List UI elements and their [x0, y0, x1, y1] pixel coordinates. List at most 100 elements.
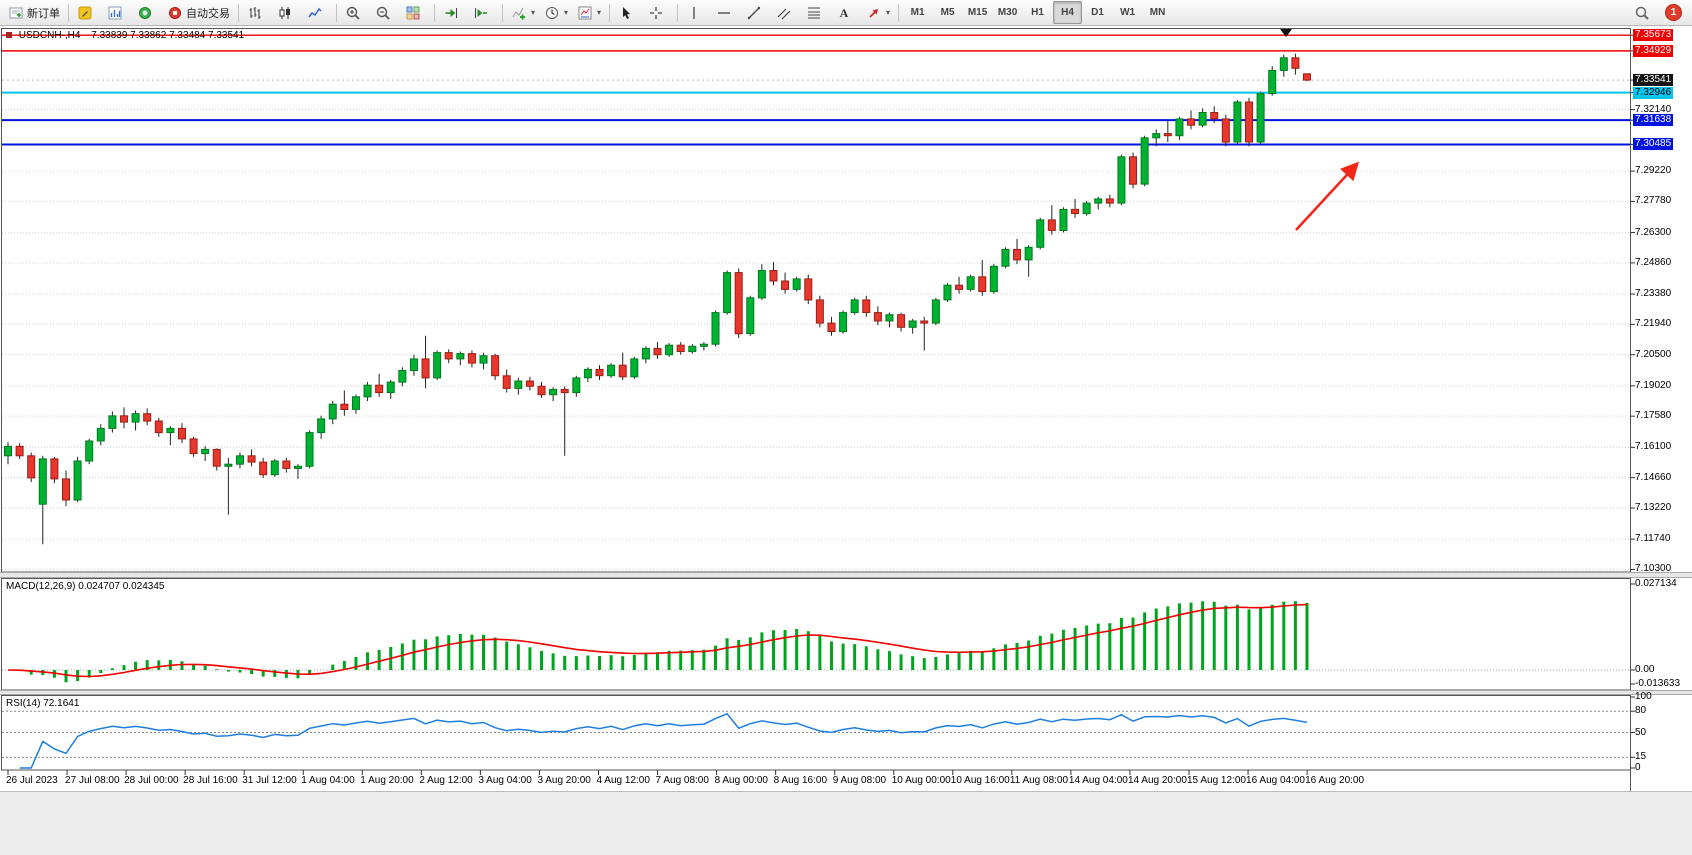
linechart-icon: [307, 5, 323, 21]
arrows-button[interactable]: ▾: [862, 1, 894, 24]
search-icon: [1634, 5, 1650, 21]
rsi-levels: [2, 710, 1630, 758]
chevron-down-icon: ▾: [531, 8, 536, 17]
macd-histogram: [18, 601, 1309, 683]
time-axis-label: 3 Aug 04:00: [478, 775, 532, 786]
timeframe-button-m5[interactable]: M5: [940, 7, 955, 18]
bar-chart-button[interactable]: [243, 1, 272, 24]
line-chart-button[interactable]: [303, 1, 332, 24]
new-order-button-label: 新订单: [27, 7, 60, 20]
channel-button[interactable]: [772, 1, 801, 24]
price-axis-label: 7.13220: [1635, 501, 1672, 513]
bars-icon: [247, 5, 263, 21]
fibo-icon: [806, 5, 822, 21]
trendline-button[interactable]: [742, 1, 771, 24]
timeframe-button-w1[interactable]: W1: [1120, 7, 1136, 18]
template-icon: [577, 5, 593, 21]
panel-splitter-macd[interactable]: [0, 572, 1692, 578]
price-axis-label: 7.23380: [1635, 288, 1672, 300]
toolbar-separator: [336, 3, 337, 22]
chart-window: USDCNH-,H4 7.33839 7.33862 7.33484 7.335…: [0, 26, 1692, 792]
horizontal-lines: [2, 34, 1630, 146]
zoom-in-button[interactable]: [341, 1, 370, 24]
text-button[interactable]: A: [832, 1, 861, 24]
search-button[interactable]: [1630, 1, 1659, 24]
candlestick-chart-button[interactable]: [273, 1, 302, 24]
time-axis-label: 10 Aug 16:00: [950, 775, 1010, 786]
chart-shift-button[interactable]: [469, 1, 498, 24]
autotrading-button-label: 自动交易: [186, 7, 230, 20]
price-axis-label: 7.32140: [1635, 103, 1672, 115]
price-axis-label: 7.19020: [1635, 379, 1672, 391]
autoscroll-icon: [443, 5, 459, 21]
hline-price-tag: 7.31638: [1633, 114, 1674, 127]
data-window-button[interactable]: [133, 1, 162, 24]
crosshair-button[interactable]: [644, 1, 673, 24]
arrow-annotation[interactable]: [1295, 161, 1360, 231]
timeframe-button-mn[interactable]: MN: [1149, 7, 1166, 18]
time-axis-label: 15 Aug 12:00: [1187, 775, 1246, 786]
symbol-marker-icon: [6, 32, 12, 38]
timeframe-button-m15[interactable]: M15: [967, 7, 988, 18]
rsi-axis-label: 50: [1635, 726, 1647, 738]
horizontal-line-button[interactable]: [712, 1, 741, 24]
zoom-out-button[interactable]: [371, 1, 400, 24]
zoom-in-icon: [345, 5, 361, 21]
price-axis-label: 7.10300: [1635, 563, 1672, 575]
price-axis-label: 7.26300: [1635, 226, 1672, 238]
toolbar-separator: [898, 3, 900, 22]
timeframe-button-h1[interactable]: H1: [1031, 7, 1044, 18]
indicators-icon: [511, 5, 527, 21]
time-axis-label: 9 Aug 08:00: [832, 775, 887, 786]
time-axis-label: 31 Jul 12:00: [242, 775, 297, 786]
toolbar-separator: [609, 3, 611, 22]
price-axis[interactable]: 7.35673 7.34929 7.33541 7.32946 7.32140 7.316…: [1631, 26, 1692, 792]
cursor-button[interactable]: [614, 1, 643, 24]
chart-canvas[interactable]: [0, 26, 1692, 792]
editor-icon: [77, 5, 93, 21]
auto-scroll-button[interactable]: [439, 1, 468, 24]
autotrading-button[interactable]: 自动交易: [163, 1, 234, 24]
toolbar-separator: [502, 3, 503, 22]
toolbar-buttons: 新订单 自动交易 ▾ ▾ ▾ A ▾ M1 M5 M15 M30 H1 H4 D1 W1 MN: [4, 1, 1172, 24]
time-axis-label: 8 Aug 16:00: [773, 775, 828, 786]
fibonacci-button[interactable]: [802, 1, 831, 24]
time-axis-label: 11 Aug 08:00: [1009, 775, 1069, 786]
chart-window-button[interactable]: [103, 1, 132, 24]
toolbar-right: 1: [1630, 1, 1688, 24]
notification-badge[interactable]: 1: [1665, 4, 1682, 21]
tile-icon: [405, 5, 421, 21]
new-order-button[interactable]: 新订单: [4, 1, 64, 24]
macd-axis-label: -0.013633: [1635, 678, 1681, 689]
current-price-tag: 7.33541: [1633, 74, 1674, 87]
text-icon: A: [836, 5, 852, 21]
timeframe-button-m30[interactable]: M30: [997, 7, 1018, 18]
toolbar-separator: [434, 3, 435, 22]
price-axis-label: 7.16100: [1635, 441, 1672, 453]
metaeditor-button[interactable]: [73, 1, 102, 24]
chart-shift-marker[interactable]: [1280, 29, 1292, 37]
price-axis-label: 7.21940: [1635, 318, 1672, 330]
timeframe-button-h4[interactable]: H4: [1053, 1, 1083, 24]
periods-button[interactable]: ▾: [540, 1, 572, 24]
clock-icon: [544, 5, 560, 21]
symbol-period-text: USDCNH-,H4: [18, 30, 81, 41]
sound-icon: [137, 5, 153, 21]
vertical-line-button[interactable]: [682, 1, 711, 24]
candlesticks: [4, 53, 1311, 545]
price-axis-label: 7.14660: [1635, 471, 1672, 483]
time-axis[interactable]: 26 Jul 2023 27 Jul 08:00 28 Jul 00:00 28 Ju…: [0, 770, 1631, 792]
hline-icon: [716, 5, 732, 21]
time-axis-label: 26 Jul 2023: [6, 775, 58, 786]
timeframe-button-d1[interactable]: D1: [1091, 7, 1104, 18]
chart-window-icon: [107, 5, 123, 21]
panel-splitter-rsi[interactable]: [0, 690, 1692, 695]
tile-windows-button[interactable]: [401, 1, 430, 24]
channel-icon: [776, 5, 792, 21]
timeframe-button-m1[interactable]: M1: [910, 7, 925, 18]
macd-axis-label: 0.00: [1635, 664, 1655, 675]
indicators-button[interactable]: ▾: [507, 1, 539, 24]
chevron-down-icon: ▾: [564, 8, 569, 17]
templates-button[interactable]: ▾: [573, 1, 605, 24]
time-axis-label: 2 Aug 12:00: [419, 775, 473, 786]
